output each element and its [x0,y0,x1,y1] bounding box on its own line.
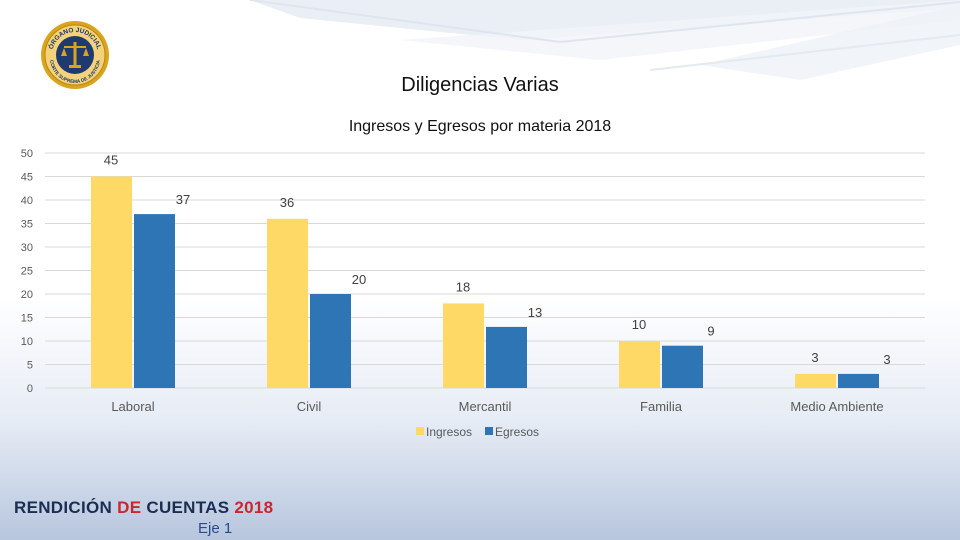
data-label: 10 [632,317,646,332]
bar-ingresos [443,303,484,388]
x-category-label: Familia [640,399,683,414]
data-label: 3 [883,352,890,367]
bar-egresos [486,326,527,388]
data-label: 18 [456,279,470,294]
data-label: 36 [280,195,294,210]
data-label: 9 [707,324,714,339]
y-tick-label: 50 [21,148,33,160]
y-tick-label: 45 [21,172,33,184]
data-label: 45 [104,153,118,168]
bar-egresos [838,373,879,388]
footer-brand-part1: RENDICIÓN [14,498,113,517]
footer-brand-year: 2018 [234,498,274,517]
y-tick-label: 35 [21,219,33,231]
data-label: 13 [528,305,542,320]
bar-egresos [134,214,175,388]
footer-brand-part2: DE [117,498,142,517]
y-tick-label: 40 [21,195,33,207]
legend-swatch [416,427,424,435]
y-tick-label: 20 [21,289,33,301]
data-label: 20 [352,272,366,287]
organo-judicial-seal: ÓRGANO JUDICIAL CORTE SUPREMA DE JUSTICI… [41,21,109,89]
data-label: 37 [176,192,190,207]
bar-egresos [662,345,703,388]
legend-label: Egresos [495,425,539,439]
data-label: 3 [811,350,818,365]
x-category-label: Mercantil [459,399,512,414]
y-tick-label: 15 [21,313,33,325]
bar-ingresos [795,373,836,388]
y-tick-label: 25 [21,266,33,278]
legend-swatch [485,427,493,435]
bar-ingresos [91,176,132,388]
x-category-label: Laboral [111,399,154,414]
x-category-label: Civil [297,399,322,414]
y-tick-label: 5 [27,360,33,372]
footer-subtitle: Eje 1 [198,520,233,537]
bar-chart: 0 5 10 15 20 25 30 35 40 45 50 45 37 Laboral 36 20 Civil… [21,148,925,439]
y-tick-label: 30 [21,242,33,254]
footer-brand-part3: CUENTAS [146,498,230,517]
bar-ingresos [267,218,308,388]
x-category-label: Medio Ambiente [790,399,883,414]
bar-egresos [310,294,351,388]
legend-label: Ingresos [426,425,472,439]
bar-ingresos [619,341,660,388]
y-tick-label: 10 [21,336,33,348]
slide-title: Diligencias Varias [401,74,559,96]
chart-title: Ingresos y Egresos por materia 2018 [348,118,612,135]
y-tick-label: 0 [27,383,33,395]
footer-brand: RENDICIÓN DE CUENTAS 2018 [14,498,273,518]
